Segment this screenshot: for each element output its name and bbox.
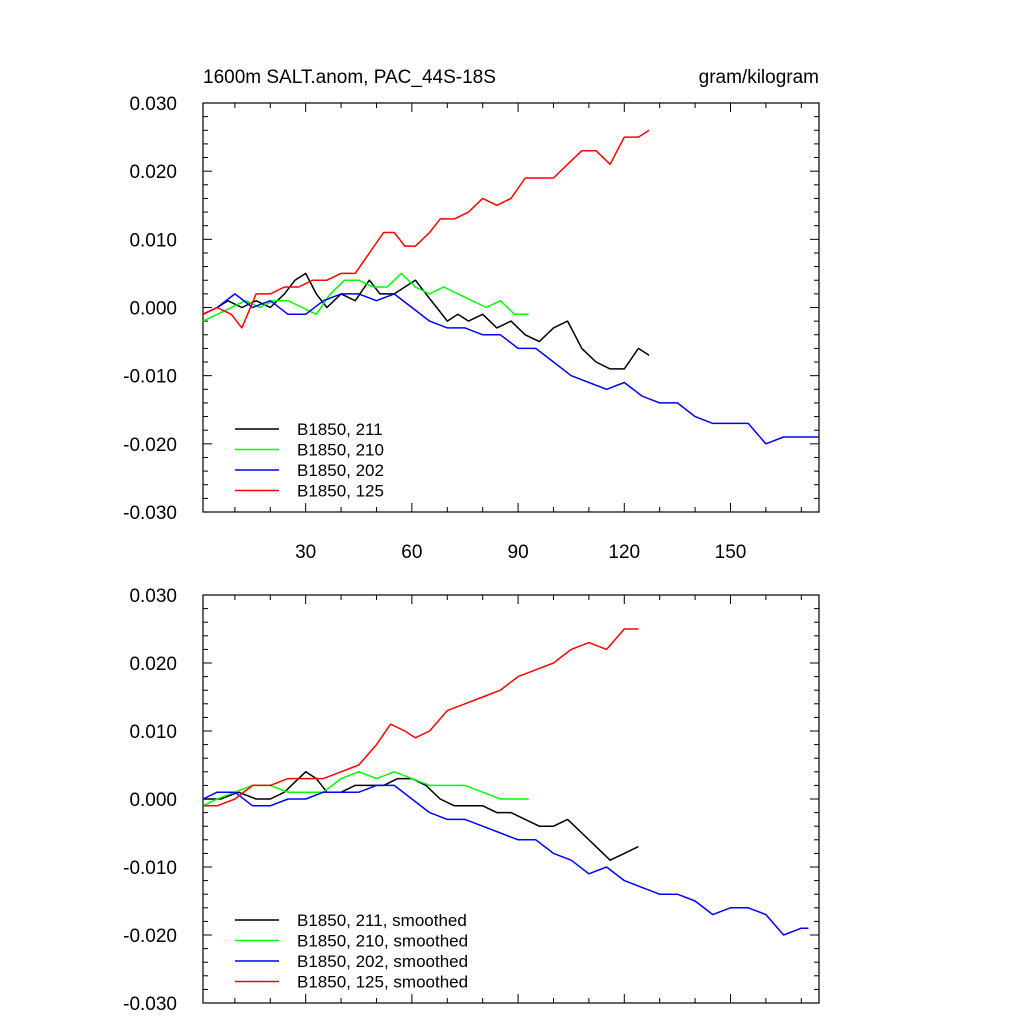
legend-label: B1850, 202 — [297, 461, 384, 480]
legend-label: B1850, 125, smoothed — [297, 973, 468, 992]
bottom-panel: -0.030 -0.020 -0.010 0.000 0.010 0.020 0.030 B1… — [123, 586, 820, 1015]
x-tick-label: 60 — [401, 542, 422, 563]
units-label: gram/kilogram — [699, 67, 819, 88]
series-line-3 — [202, 129, 650, 329]
y-tick-label: 0.000 — [129, 299, 177, 320]
y-tick-label: -0.020 — [123, 926, 177, 947]
series-line-3 — [203, 628, 639, 807]
x-tick-label: 30 — [295, 542, 316, 563]
y-tick-label: -0.030 — [123, 994, 177, 1015]
x-tick-label: 150 — [715, 542, 747, 563]
y-tick-label: -0.030 — [123, 503, 177, 524]
y-tick-label: 0.020 — [129, 162, 177, 183]
x-tick-label: 120 — [608, 542, 640, 563]
legend-label: B1850, 202, smoothed — [297, 952, 468, 971]
y-tick-label: -0.020 — [123, 435, 177, 456]
series-line-2 — [202, 784, 809, 936]
y-tick-label: 0.010 — [129, 722, 177, 743]
y-tick-label: -0.010 — [123, 858, 177, 879]
legend-label: B1850, 210, smoothed — [297, 932, 468, 951]
y-tick-label: 0.000 — [129, 790, 177, 811]
y-tick-label: 0.010 — [129, 230, 177, 251]
series-line-2 — [202, 293, 819, 445]
legend-label: B1850, 125 — [297, 482, 384, 501]
legend-label: B1850, 211, smoothed — [297, 911, 467, 930]
y-tick-label: 0.030 — [129, 94, 177, 115]
top-panel: -0.030 -0.020 -0.010 0.000 0.010 0.020 0.030 30… — [123, 94, 820, 563]
legend-label: B1850, 210 — [297, 441, 384, 460]
series-line-0 — [202, 272, 650, 370]
y-tick-label: 0.030 — [129, 586, 177, 607]
legend-label: B1850, 211 — [297, 420, 383, 439]
plot-frame — [202, 102, 820, 513]
chart-title: 1600m SALT.anom, PAC_44S-18S — [203, 67, 496, 88]
x-tick-label: 90 — [508, 542, 529, 563]
y-tick-label: 0.020 — [129, 654, 177, 675]
y-tick-label: -0.010 — [123, 367, 177, 388]
